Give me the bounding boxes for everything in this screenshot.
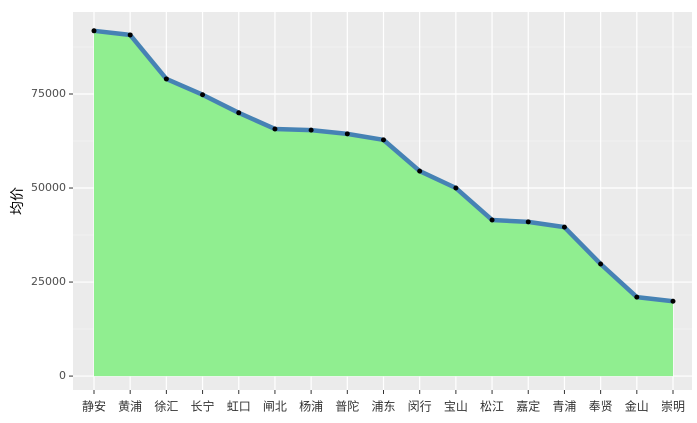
- y-tick-label: 75000: [31, 87, 66, 100]
- point: [634, 294, 640, 300]
- x-tick-label: 静安: [82, 399, 106, 414]
- point: [308, 127, 314, 133]
- x-tick-label: 徐汇: [154, 399, 178, 414]
- x-tick-label: 普陀: [335, 399, 359, 414]
- x-tick-label: 松江: [480, 400, 504, 414]
- point: [272, 126, 278, 132]
- x-tick-label: 嘉定: [516, 399, 540, 414]
- x-tick-label: 闵行: [408, 399, 432, 414]
- point: [163, 76, 169, 82]
- y-tick-label: 25000: [31, 275, 66, 288]
- point: [561, 224, 567, 230]
- point: [489, 217, 495, 223]
- point: [598, 261, 604, 267]
- point: [344, 131, 350, 137]
- area: [94, 30, 673, 377]
- y-axis-label: 均价: [10, 187, 26, 215]
- x-tick-label: 虹口: [227, 400, 251, 414]
- point: [127, 32, 133, 38]
- x-tick-label: 奉贤: [589, 400, 613, 414]
- point: [453, 185, 459, 191]
- y-tick-label: 50000: [31, 181, 66, 194]
- x-tick-label: 杨浦: [299, 399, 323, 414]
- point: [200, 92, 206, 98]
- point: [417, 168, 423, 174]
- x-tick-label: 长宁: [191, 399, 215, 414]
- x-tick-label: 金山: [625, 399, 649, 414]
- x-tick-label: 黄浦: [118, 400, 142, 414]
- x-tick-label: 宝山: [444, 400, 468, 414]
- x-tick-label: 青浦: [552, 400, 576, 414]
- y-tick-label: 0: [59, 369, 66, 382]
- point: [91, 28, 97, 34]
- x-tick-label: 浦东: [371, 400, 395, 414]
- point: [670, 298, 676, 304]
- point: [381, 137, 386, 143]
- x-tick-label: 闸北: [263, 400, 287, 414]
- x-tick-label: 崇明: [661, 400, 685, 414]
- point: [236, 110, 242, 116]
- point: [525, 219, 531, 225]
